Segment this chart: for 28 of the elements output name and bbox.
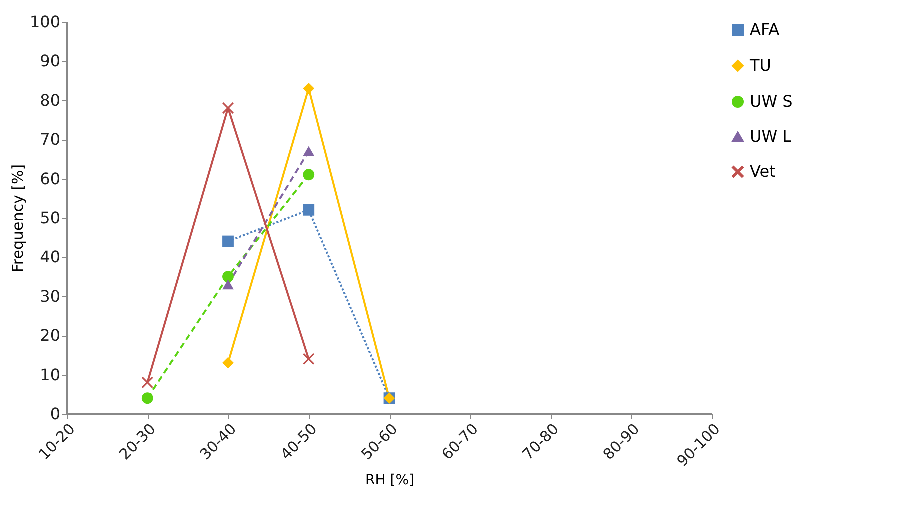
point xyxy=(303,204,315,216)
y-axis-title: Frequency [%] xyxy=(8,164,27,273)
y-tick-label: 10 xyxy=(40,365,60,384)
point xyxy=(222,271,234,282)
y-tick-label: 60 xyxy=(40,169,60,188)
point xyxy=(222,236,234,248)
y-tick-label: 80 xyxy=(40,90,60,110)
y-tick-label: 90 xyxy=(40,52,60,71)
y-tick-label: 40 xyxy=(40,248,60,267)
y-tick-label: 100 xyxy=(30,12,60,32)
x-axis-title: RH [%] xyxy=(366,472,414,489)
point xyxy=(303,82,315,94)
y-tick-label: 0 xyxy=(50,404,60,424)
legend-label: TU xyxy=(749,56,772,75)
legend-label: UW L xyxy=(750,127,792,146)
point xyxy=(222,357,234,369)
legend-label: AFA xyxy=(750,20,780,39)
legend-label: UW S xyxy=(750,92,793,111)
point xyxy=(142,392,154,404)
y-tick-label: 20 xyxy=(40,326,60,346)
y-tick-label: 50 xyxy=(40,208,60,228)
y-tick-label: 30 xyxy=(40,286,60,306)
point xyxy=(142,376,154,388)
legend-label: Vet xyxy=(750,162,776,181)
y-tick-label: 70 xyxy=(40,130,60,150)
point xyxy=(303,353,315,365)
point xyxy=(222,102,234,114)
point xyxy=(303,169,315,181)
